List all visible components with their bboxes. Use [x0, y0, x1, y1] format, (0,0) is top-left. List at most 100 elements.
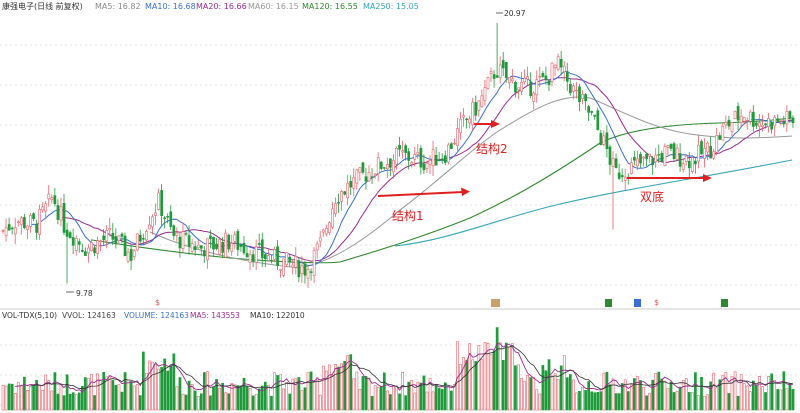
candle — [587, 104, 590, 122]
volume-bar — [23, 376, 26, 411]
candle — [715, 127, 719, 156]
volume-bar — [584, 390, 587, 411]
volume-bar — [172, 353, 176, 411]
volume-bar — [694, 372, 697, 411]
volume-bar — [507, 346, 511, 411]
candle — [523, 69, 526, 85]
candle — [59, 197, 63, 227]
volume-bar — [84, 377, 87, 411]
candle — [578, 83, 581, 112]
event-marker[interactable] — [491, 299, 500, 307]
volume-bar — [184, 394, 188, 411]
volume-bar — [395, 385, 398, 411]
volume-bar — [300, 390, 304, 411]
volume-bar — [343, 360, 347, 411]
candle — [120, 232, 124, 244]
candle — [511, 68, 514, 84]
candle — [407, 148, 411, 170]
event-marker[interactable] — [721, 299, 728, 307]
volume-bar — [538, 393, 542, 411]
candle — [745, 117, 749, 130]
candle — [65, 222, 69, 284]
volume-bar — [303, 387, 307, 411]
candle — [203, 246, 206, 263]
volume-bar — [742, 383, 746, 411]
candle — [230, 234, 234, 257]
candle — [694, 158, 697, 174]
volume-bar — [678, 386, 682, 411]
candle — [626, 173, 630, 185]
volume-bar — [224, 392, 228, 411]
volume-bar — [453, 384, 456, 411]
candle — [132, 248, 136, 261]
candle — [428, 155, 432, 175]
volume-bar — [648, 393, 651, 411]
candle — [544, 66, 548, 85]
volume-bar — [74, 394, 78, 411]
candle — [294, 247, 298, 275]
candle — [401, 140, 404, 159]
candle — [114, 228, 118, 249]
event-marker[interactable] — [605, 299, 612, 307]
volume-bar — [157, 368, 160, 411]
candle — [53, 187, 57, 207]
volume-bar — [745, 385, 749, 411]
candle — [404, 143, 408, 161]
volume-bar — [288, 393, 292, 411]
event-marker[interactable] — [634, 299, 641, 307]
volume-bar — [703, 395, 706, 411]
volume-bar — [187, 380, 191, 411]
annotation-double-bottom: 双底 — [640, 189, 664, 204]
candle — [471, 97, 475, 131]
volume-bar — [623, 379, 627, 411]
volume-bar — [620, 383, 624, 411]
volume-bar — [684, 378, 688, 411]
volume-bar — [306, 372, 310, 411]
high-label: 20.97 — [504, 9, 526, 18]
candle — [81, 243, 84, 253]
volume-bar — [608, 384, 612, 411]
candle — [633, 150, 636, 166]
candle — [654, 148, 658, 168]
volume-bar — [276, 375, 279, 411]
vvol-legend: VVOL: 124163 — [62, 311, 116, 320]
volume-bar — [93, 395, 96, 411]
volume-bar — [739, 374, 743, 411]
volume-bar — [443, 382, 447, 411]
low-marker: 9.78 — [66, 289, 93, 298]
candle — [172, 224, 176, 240]
volume-bar — [123, 372, 127, 411]
volume-bar — [617, 393, 621, 411]
candle — [465, 117, 469, 129]
candle — [297, 257, 301, 283]
volume-bar — [389, 394, 392, 411]
volume-bar — [65, 374, 69, 411]
volume-bars — [1, 327, 795, 411]
volume-bar — [675, 391, 679, 411]
volume-bar — [437, 388, 441, 411]
volume-bar — [178, 377, 182, 411]
candle — [572, 83, 575, 100]
volume-bar — [254, 393, 258, 411]
candle — [337, 193, 340, 213]
volume-bar — [633, 378, 636, 411]
volume-bar — [465, 360, 469, 411]
volume-bar — [413, 392, 417, 411]
volume-bar — [16, 382, 20, 411]
candle — [26, 225, 29, 240]
volume-bar — [47, 380, 51, 411]
volume-bar — [450, 390, 453, 411]
candle — [224, 229, 228, 259]
volume-bar — [572, 379, 575, 411]
volume-bar — [96, 373, 99, 411]
candle — [755, 121, 758, 130]
candle — [697, 135, 700, 169]
candle — [123, 232, 127, 257]
candle — [343, 190, 347, 196]
volume-bar — [13, 392, 17, 411]
candle — [748, 109, 752, 125]
candle — [663, 143, 667, 167]
candle — [370, 168, 374, 184]
candle — [206, 238, 209, 269]
volume-bar — [788, 383, 792, 411]
